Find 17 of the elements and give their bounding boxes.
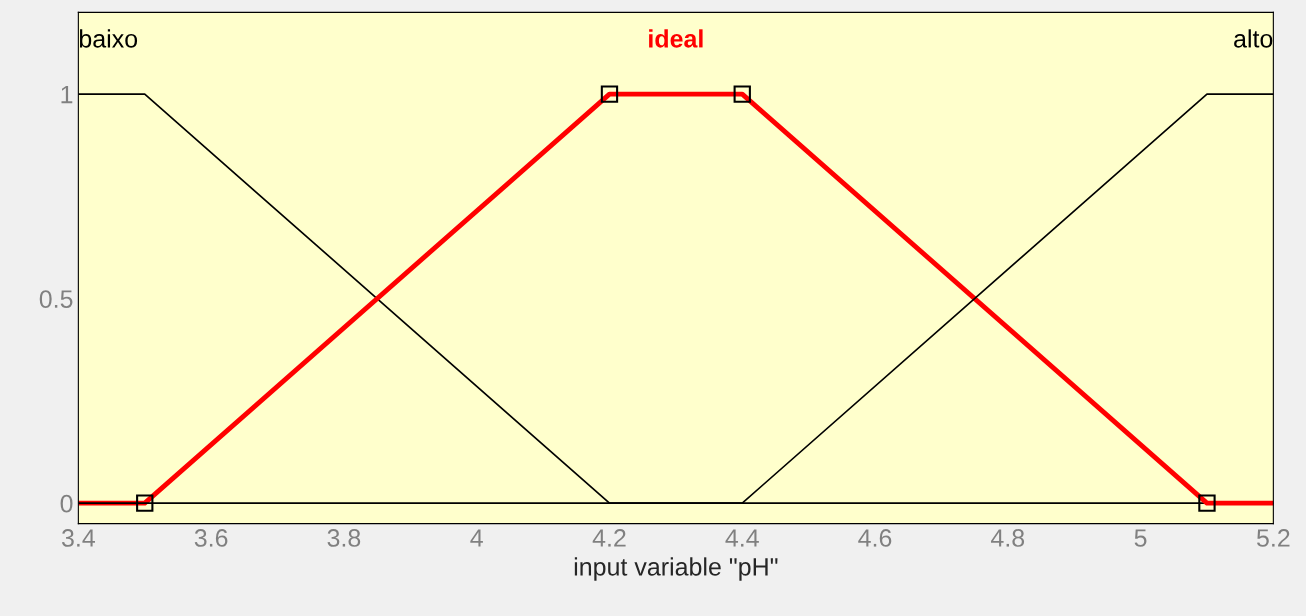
x-axis-title: input variable "pH" — [574, 557, 778, 581]
y-tick-label: 0.5 — [39, 290, 73, 308]
x-tick-label: 3.8 — [327, 529, 361, 547]
x-tick-label: 3.4 — [61, 529, 96, 547]
x-tick-label: 4 — [470, 529, 483, 547]
y-tick-label: 0 — [60, 494, 73, 513]
x-tick-label: 5 — [1134, 529, 1147, 547]
x-tick-label: 3.6 — [194, 529, 228, 547]
x-tick-label: 4.8 — [991, 529, 1025, 547]
x-tick-label: 4.2 — [592, 529, 626, 547]
x-tick-label: 4.6 — [858, 529, 892, 547]
x-tick-label: 5.2 — [1256, 529, 1290, 547]
series-label: baixo — [79, 29, 138, 48]
x-tick-label: 4.4 — [725, 529, 759, 547]
y-tick-label: 1 — [61, 85, 73, 104]
series-label: ideal — [649, 29, 703, 48]
series-label: alto — [1234, 29, 1273, 48]
